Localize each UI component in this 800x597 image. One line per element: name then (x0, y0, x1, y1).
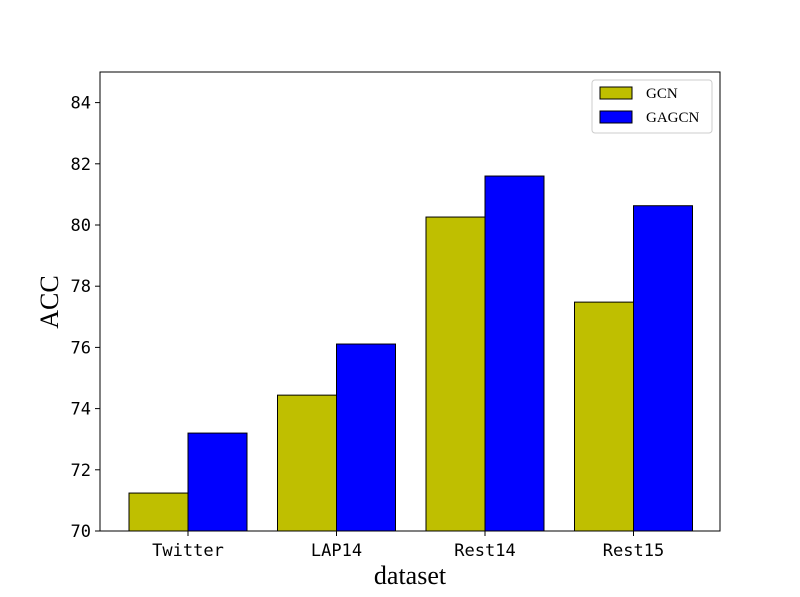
bar-gagcn-lap14 (336, 343, 396, 532)
x-tick-label-twitter: Twitter (152, 541, 224, 561)
y-tick-label: 76 (71, 338, 91, 358)
bar-gcn-lap14 (277, 394, 337, 532)
y-tick-label: 72 (71, 461, 91, 481)
y-tick-label: 78 (71, 277, 91, 297)
bar-gagcn-rest14 (484, 175, 545, 532)
bar-gagcn-rest15 (633, 205, 693, 532)
y-axis-title: ACC (35, 275, 64, 328)
y-tick-label: 84 (71, 94, 91, 114)
y-axis-ticks: 70 72 74 76 78 80 82 84 (71, 94, 100, 542)
y-tick-label: 82 (71, 155, 91, 175)
bar-gcn-rest14 (425, 216, 486, 532)
plot-frame (99, 71, 721, 532)
bar-gagcn-twitter (187, 432, 248, 532)
y-tick-label: 74 (71, 400, 91, 420)
x-tick-label-rest14: Rest14 (454, 541, 515, 561)
bar-gcn-rest15 (574, 301, 634, 532)
legend-swatch-gcn (599, 86, 633, 100)
bars-group (128, 175, 693, 532)
legend-label-gagcn: GAGCN (646, 110, 700, 126)
legend: GCN GAGCN (591, 79, 713, 134)
bar-gcn-twitter (128, 492, 189, 532)
legend-label-gcn: GCN (646, 86, 678, 102)
legend-swatch-gagcn (599, 110, 633, 124)
x-axis-title: dataset (374, 561, 447, 590)
y-tick-label: 80 (71, 216, 91, 236)
x-tick-label-lap14: LAP14 (311, 541, 362, 561)
x-axis-ticks: Twitter LAP14 Rest14 Rest15 (152, 531, 664, 561)
x-tick-label-rest15: Rest15 (603, 541, 664, 561)
y-tick-label: 70 (71, 522, 91, 542)
